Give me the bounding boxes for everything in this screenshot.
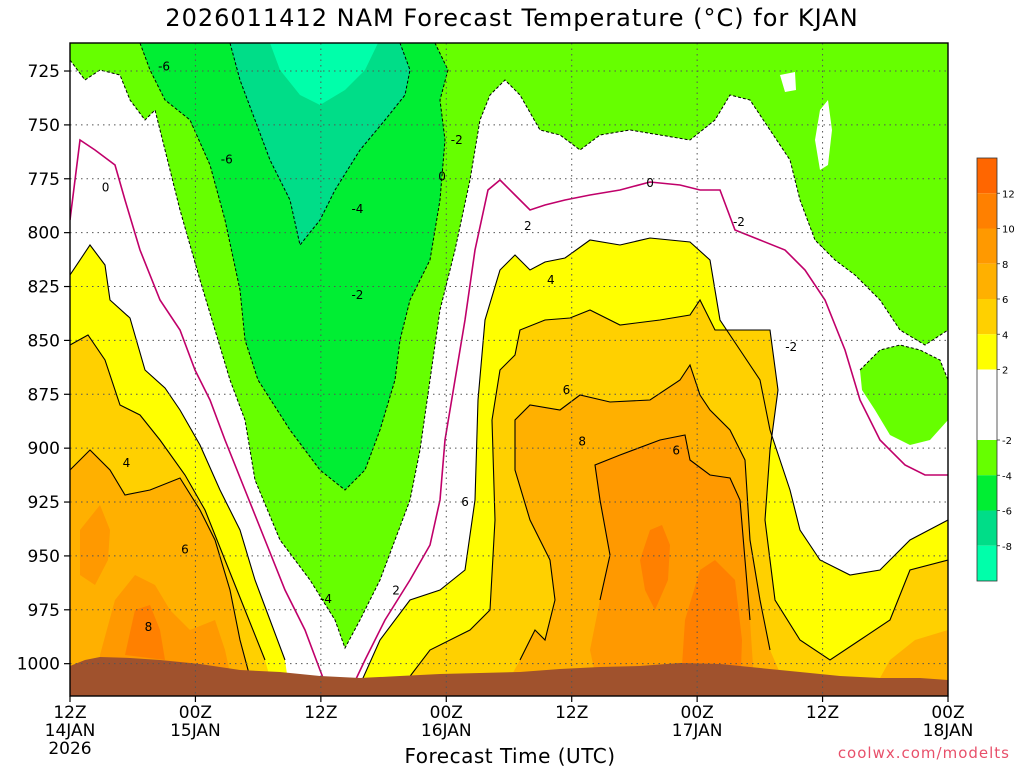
contour-label: 8 (578, 435, 586, 449)
cold-region-coldest (270, 43, 378, 105)
colorbar-label: -4 (1002, 471, 1012, 482)
contour-label: -4 (320, 592, 332, 606)
y-tick-label: 975 (28, 601, 60, 621)
y-tick-label: 800 (28, 224, 60, 244)
colorbar-label: 8 (1002, 260, 1008, 271)
cold-region-light-patch (780, 72, 832, 410)
contour-label: -2 (733, 215, 745, 229)
x-tick-label: 14JAN (45, 721, 96, 741)
x-tick-label: 00Z (681, 703, 714, 723)
contour-lines (70, 237, 948, 696)
ground-surface (70, 657, 948, 696)
colorbar-band (977, 440, 997, 476)
colorbar-label: -8 (1002, 542, 1012, 553)
grid-lines (69, 43, 949, 696)
x-axis-title: Forecast Time (UTC) (404, 744, 616, 768)
contour-label: 4 (123, 456, 131, 470)
contour-label: 6 (181, 542, 189, 556)
cold-contour-lines (70, 43, 948, 650)
x-tick-label: 18JAN (923, 721, 974, 741)
contour-label: 0 (438, 170, 446, 184)
y-tick-label: 750 (28, 116, 60, 136)
contour-label: 6 (461, 495, 469, 509)
colorbar-label: 6 (1002, 295, 1008, 306)
warm-region-center-core (640, 525, 742, 696)
colorbar-band (977, 263, 997, 299)
colorbar-label: 10 (1002, 225, 1015, 236)
x-tick-label: 2026 (48, 739, 91, 759)
y-tick-label: 950 (28, 547, 60, 567)
colorbar-band (977, 193, 997, 229)
y-tick-label: 1000 (17, 655, 60, 675)
contour-label: -6 (158, 60, 170, 74)
plot-frame (69, 42, 949, 697)
contour-labels: -6 -6 0 -4 -2 0 -2 2 4 6 8 6 0 -2 -2 4 6 8 6 2 -4 (102, 60, 797, 634)
contour-label: -2 (785, 340, 797, 354)
source-credit: coolwx.com/modelts (837, 744, 1010, 762)
colorbar-band (977, 510, 997, 546)
contour-label: 2 (524, 219, 532, 233)
y-tick-label: 825 (28, 278, 60, 298)
colorbar-band (977, 369, 997, 440)
y-tick-label: 925 (28, 493, 60, 513)
contour-label: 2 (392, 583, 400, 597)
warm-region-left-darkorange (80, 505, 235, 696)
x-tick-label: 15JAN (170, 721, 221, 741)
x-tick-label: 12Z (555, 703, 588, 723)
y-tick-label: 850 (28, 331, 60, 351)
cold-region-dark (230, 43, 410, 245)
chart-title: 2026011412 NAM Forecast Temperature (°C)… (165, 4, 859, 32)
colorbar-band (977, 334, 997, 370)
contour-label: -4 (351, 202, 363, 216)
freezing-line-center (347, 178, 948, 696)
colorbar-label: 12 (1002, 189, 1015, 200)
contour-label: 6 (563, 383, 571, 397)
cold-region-medium (140, 43, 448, 490)
colorbar-band (977, 228, 997, 264)
colorbar-band (977, 545, 997, 581)
contour-label: 0 (646, 176, 654, 190)
contour-label: 4 (547, 273, 555, 287)
x-tick-label: 00Z (931, 703, 964, 723)
contour-label: -2 (451, 133, 463, 147)
colorbar-label: 4 (1002, 330, 1008, 341)
x-tick-label: 12Z (304, 703, 337, 723)
x-tick-label: 00Z (179, 703, 212, 723)
y-tick-label: 725 (28, 62, 60, 82)
colorbar-band (977, 158, 997, 194)
x-tick-label: 16JAN (421, 721, 472, 741)
contour-label: 8 (145, 620, 153, 634)
y-tick-label: 775 (28, 170, 60, 190)
contour-label: -6 (221, 152, 233, 166)
freezing-line-left (70, 138, 331, 696)
y-axis: 725 750 775 800 825 850 875 900 925 950 975 1000 (17, 62, 70, 675)
colorbar-label: 2 (1002, 366, 1008, 377)
colorbar-label: -6 (1002, 507, 1012, 518)
contour-label: -2 (351, 288, 363, 302)
colorbar-label: -2 (1002, 436, 1012, 447)
x-tick-label: 12Z (806, 703, 839, 723)
colorbar: 12 10 8 6 4 2 -2 -4 -6 -8 (976, 157, 1015, 582)
x-tick-label: 17JAN (672, 721, 723, 741)
contour-label: 0 (102, 180, 110, 194)
y-tick-label: 875 (28, 385, 60, 405)
x-tick-label: 12Z (53, 703, 86, 723)
contour-label: 6 (672, 443, 680, 457)
colorbar-band (977, 299, 997, 335)
warm-region-left-core (125, 605, 165, 660)
colorbar-band (977, 475, 997, 511)
y-tick-label: 900 (28, 439, 60, 459)
x-tick-label: 00Z (430, 703, 463, 723)
